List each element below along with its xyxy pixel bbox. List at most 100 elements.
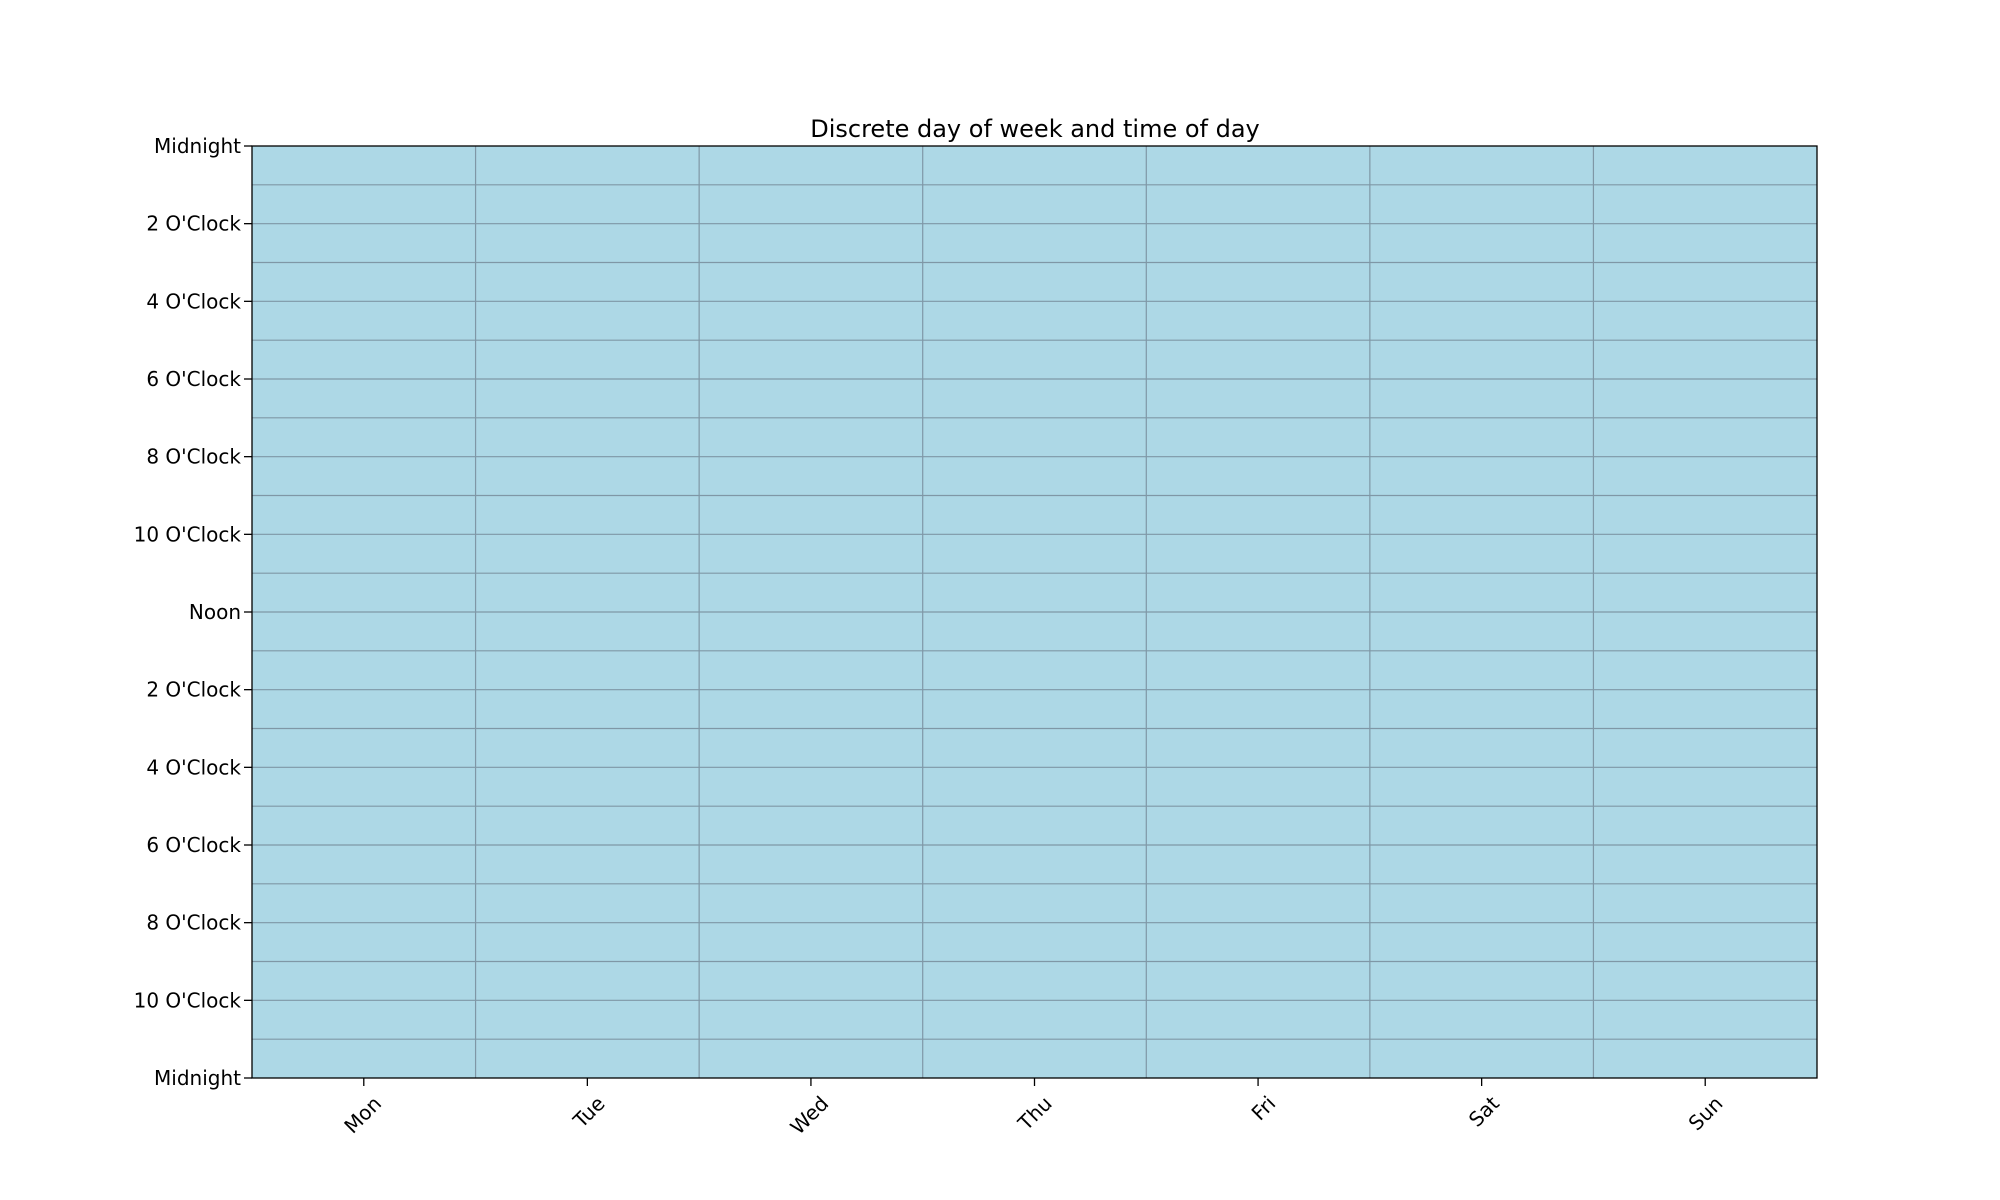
- y-tick-label: Noon: [189, 600, 241, 624]
- heatmap-cell: [1146, 922, 1370, 962]
- heatmap-cell: [699, 184, 923, 224]
- heatmap-cell: [922, 262, 1147, 302]
- heatmap-cell: [699, 650, 923, 690]
- heatmap-cell: [475, 612, 700, 651]
- heatmap-cell: [475, 146, 700, 185]
- heatmap-cell: [1593, 922, 1817, 962]
- heatmap-cell: [1593, 845, 1817, 884]
- heatmap-cell: [922, 534, 1147, 574]
- heatmap-cell: [252, 534, 476, 574]
- heatmap-cell: [252, 456, 476, 496]
- heatmap-cell: [475, 379, 700, 418]
- heatmap-cell: [475, 495, 700, 535]
- y-tick-label: 2 O'Clock: [146, 212, 241, 236]
- heatmap-cell: [1369, 301, 1594, 341]
- heatmap-cell: [1146, 650, 1370, 690]
- heatmap-cell: [475, 689, 700, 729]
- heatmap-cell: [1369, 1039, 1594, 1078]
- heatmap-cell: [1146, 262, 1370, 302]
- heatmap-cell: [1146, 340, 1370, 379]
- heatmap-cell: [922, 456, 1147, 496]
- heatmap-cell: [475, 845, 700, 884]
- heatmap-cell: [922, 612, 1147, 651]
- heatmap-cell: [699, 1000, 923, 1040]
- x-tick-label: Sat: [1464, 1091, 1504, 1131]
- heatmap-cell: [699, 922, 923, 962]
- heatmap-cell: [1593, 456, 1817, 496]
- heatmap-cell: [1146, 728, 1370, 768]
- heatmap-cell: [699, 456, 923, 496]
- heatmap-cell: [252, 223, 476, 263]
- heatmap-cell: [699, 689, 923, 729]
- heatmap-cell: [1146, 573, 1370, 612]
- heatmap-cell: [1369, 573, 1594, 612]
- heatmap-cell: [922, 728, 1147, 768]
- heatmap-cell: [1146, 883, 1370, 923]
- heatmap-cell: [699, 806, 923, 845]
- heatmap-cell: [1593, 340, 1817, 379]
- heatmap-cell: [1369, 146, 1594, 185]
- heatmap-cell: [252, 883, 476, 923]
- heatmap-cell: [1369, 1000, 1594, 1040]
- y-tick-label: 4 O'Clock: [146, 289, 241, 313]
- heatmap-cells: [252, 146, 1817, 1078]
- y-axis: Midnight 2 O'Clock 4 O'Clock 6 O'Clock 8 O'C…: [134, 134, 252, 1090]
- heatmap-cell: [252, 767, 476, 807]
- heatmap-cell: [475, 223, 700, 263]
- heatmap-cell: [1146, 456, 1370, 496]
- y-tick-label: 6 O'Clock: [146, 833, 241, 857]
- heatmap-cell: [475, 262, 700, 302]
- heatmap-cell: [1369, 806, 1594, 845]
- heatmap-cell: [922, 146, 1147, 185]
- heatmap-cell: [922, 1000, 1147, 1040]
- heatmap-cell: [475, 456, 700, 496]
- heatmap-cell: [1369, 845, 1594, 884]
- heatmap-cell: [1146, 689, 1370, 729]
- x-axis: Mon Tue Wed Thu Fri Sat Sun: [339, 1078, 1728, 1139]
- x-tick-label: Wed: [785, 1091, 833, 1139]
- heatmap-cell: [475, 417, 700, 457]
- heatmap-cell: [922, 340, 1147, 379]
- heatmap-cell: [922, 845, 1147, 884]
- heatmap-cell: [252, 340, 476, 379]
- heatmap-cell: [1369, 456, 1594, 496]
- heatmap-cell: [1369, 922, 1594, 962]
- heatmap-cell: [1593, 417, 1817, 457]
- heatmap-cell: [475, 573, 700, 612]
- heatmap-cell: [699, 379, 923, 418]
- heatmap-cell: [1146, 146, 1370, 185]
- heatmap-cell: [475, 301, 700, 341]
- x-tick-label: Thu: [1013, 1091, 1057, 1135]
- y-tick-label: Midnight: [154, 1066, 241, 1090]
- heatmap-cell: [922, 223, 1147, 263]
- heatmap-cell: [1593, 534, 1817, 574]
- heatmap-cell: [475, 922, 700, 962]
- heatmap-cell: [1593, 612, 1817, 651]
- heatmap-cell: [699, 534, 923, 574]
- heatmap-cell: [1369, 495, 1594, 535]
- heatmap-cell: [1146, 534, 1370, 574]
- heatmap-cell: [922, 961, 1147, 1001]
- heatmap-cell: [1369, 262, 1594, 302]
- heatmap-cell: [1146, 1039, 1370, 1078]
- heatmap-cell: [252, 806, 476, 845]
- heatmap-cell: [1593, 223, 1817, 263]
- heatmap-cell: [475, 534, 700, 574]
- heatmap-cell: [1146, 612, 1370, 651]
- heatmap-cell: [699, 883, 923, 923]
- heatmap-cell: [252, 922, 476, 962]
- heatmap-cell: [1593, 379, 1817, 418]
- heatmap-cell: [1146, 495, 1370, 535]
- heatmap-cell: [699, 146, 923, 185]
- heatmap-cell: [922, 495, 1147, 535]
- heatmap-cell: [922, 379, 1147, 418]
- chart-title: Discrete day of week and time of day: [810, 115, 1260, 143]
- heatmap-cell: [1146, 223, 1370, 263]
- heatmap-cell: [1146, 1000, 1370, 1040]
- x-tick-label: Tue: [568, 1091, 610, 1133]
- heatmap-cell: [475, 961, 700, 1001]
- heatmap-cell: [1369, 728, 1594, 768]
- heatmap-cell: [1369, 883, 1594, 923]
- heatmap-cell: [922, 184, 1147, 224]
